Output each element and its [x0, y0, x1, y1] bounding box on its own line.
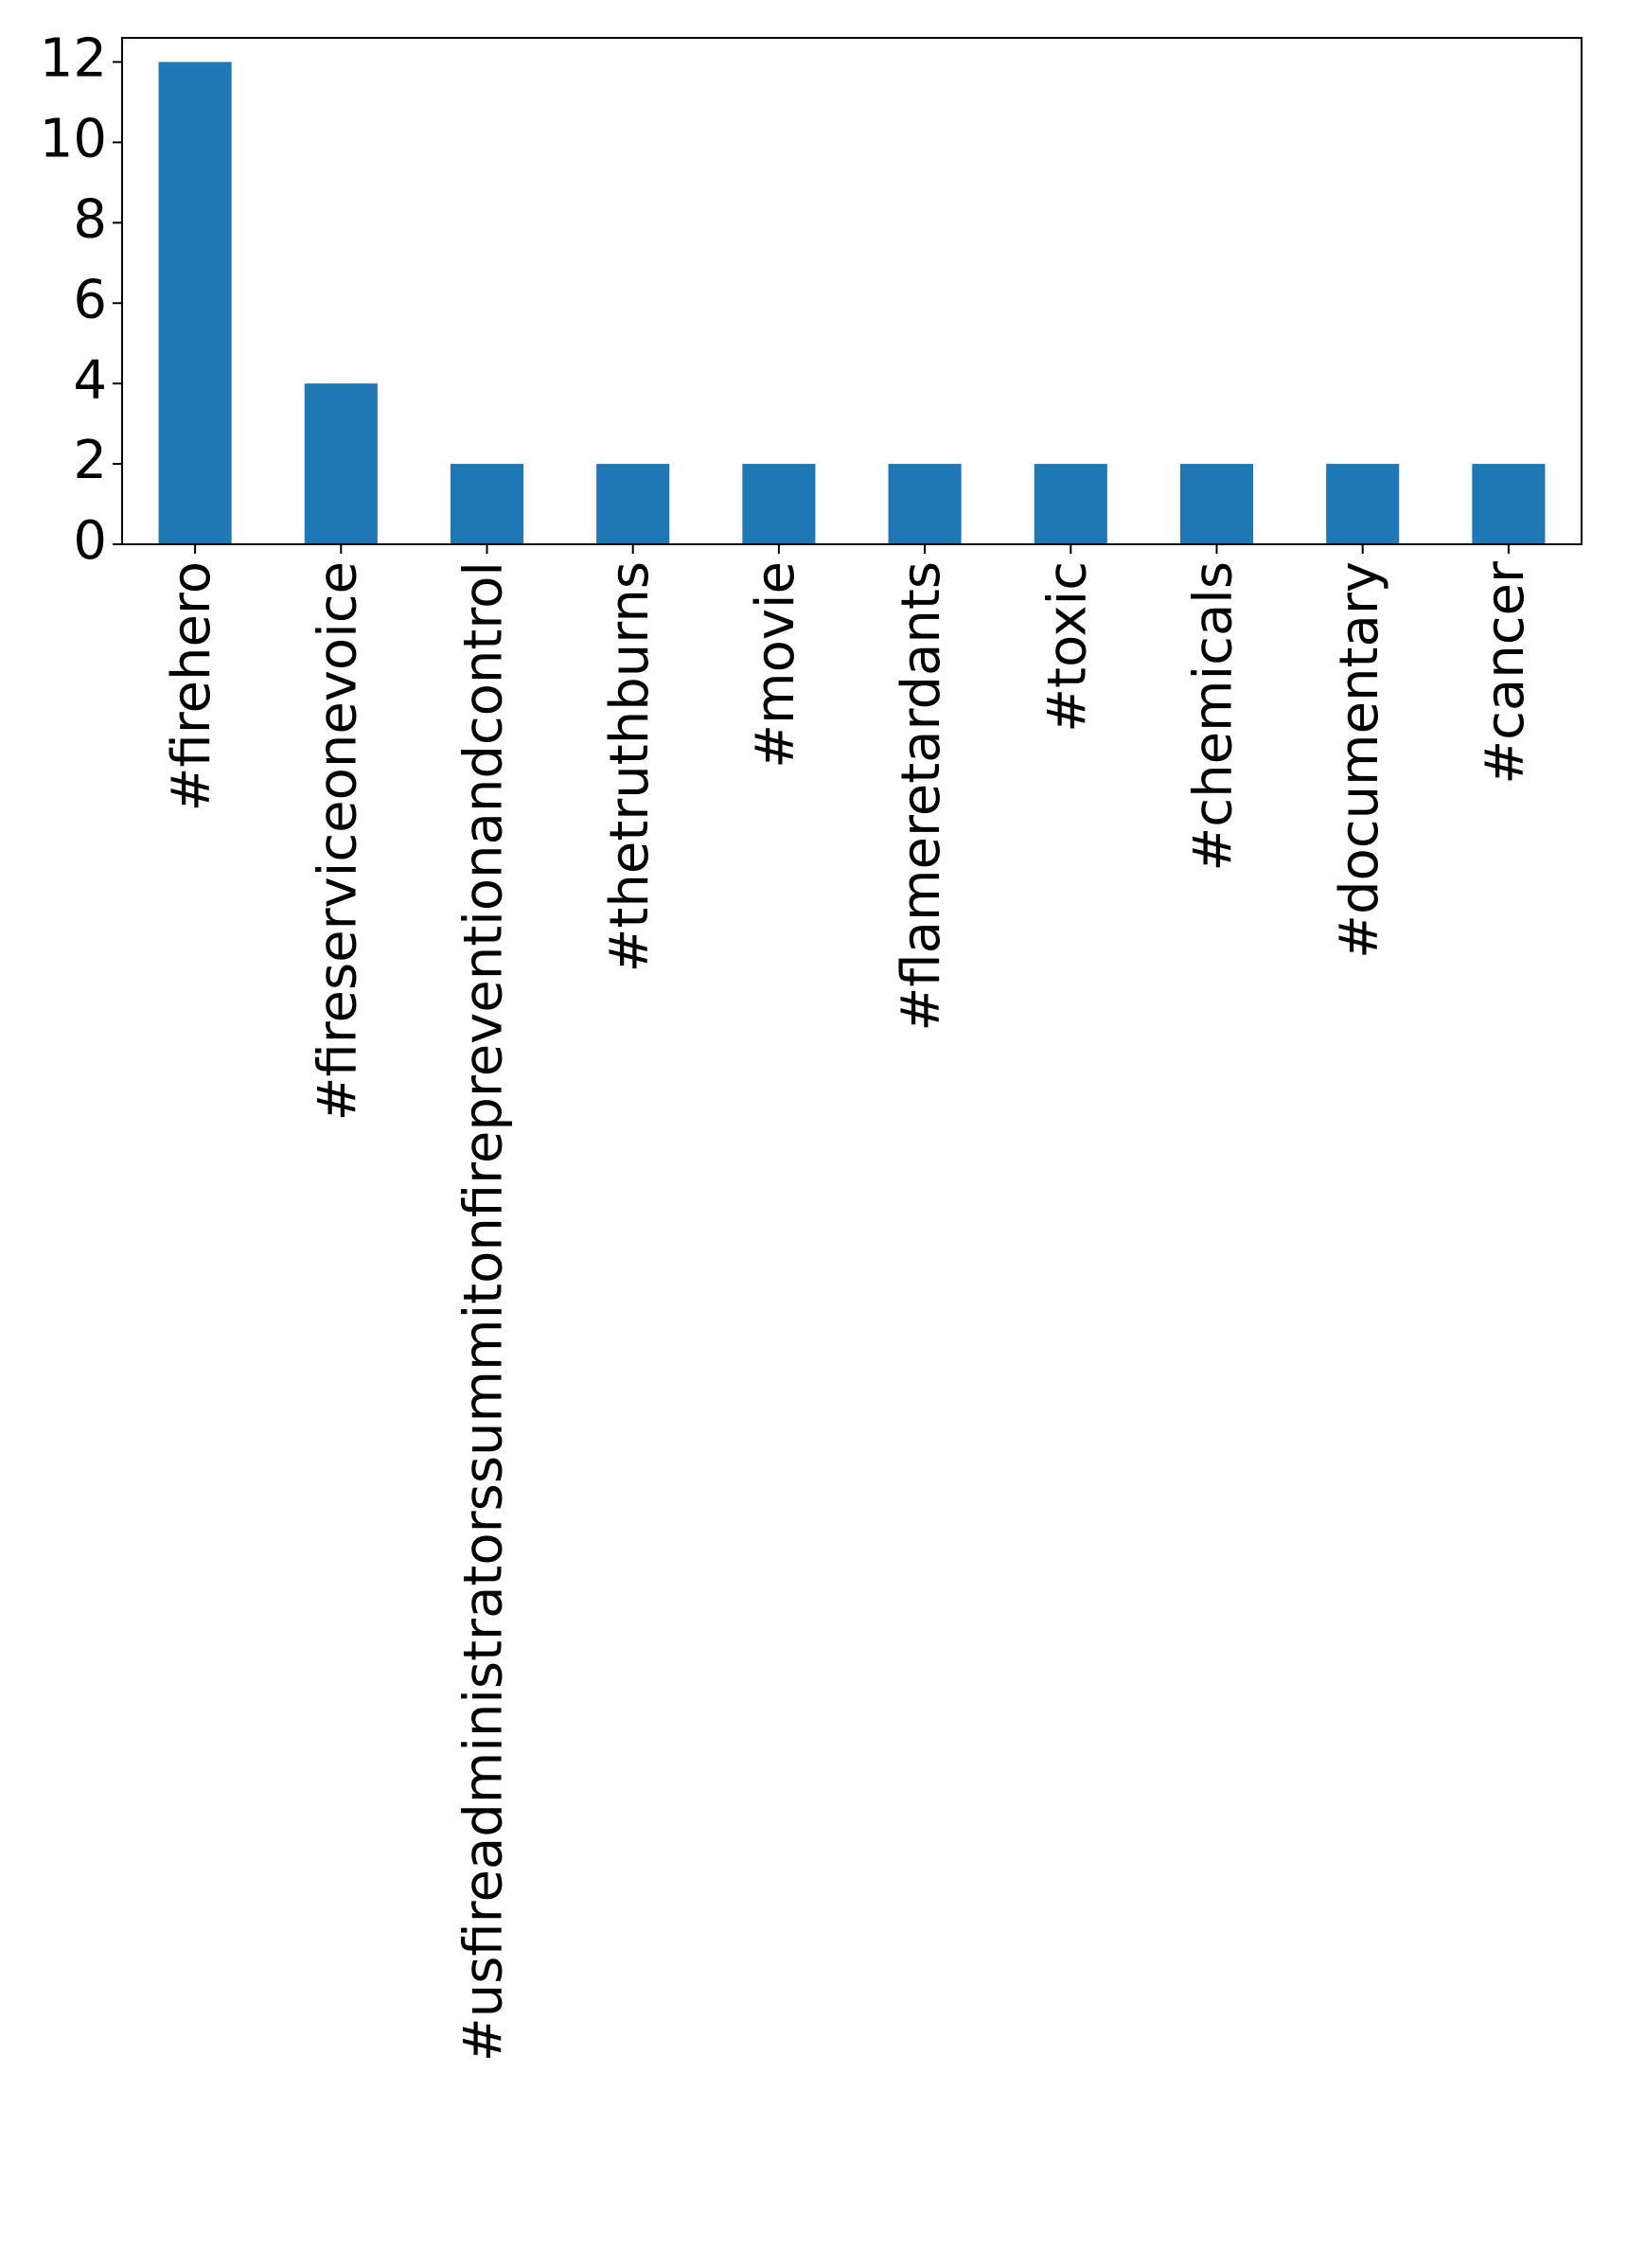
plot-frame [121, 37, 1583, 545]
y-tick-label: 4 [73, 349, 107, 411]
y-tick-label: 10 [40, 109, 107, 170]
x-tick-label: #movie [745, 561, 806, 769]
bar [304, 383, 378, 544]
bar [888, 464, 962, 544]
bar [1472, 464, 1546, 544]
y-tick-label: 6 [73, 269, 107, 330]
x-tick-label: #documentary [1329, 561, 1390, 959]
bar [1034, 464, 1107, 544]
y-tick-label: 0 [73, 510, 107, 572]
bar [1326, 464, 1400, 544]
x-tick-label: #thetruthburns [599, 561, 661, 973]
y-tick-label: 2 [73, 430, 107, 491]
bar [158, 62, 232, 544]
x-tick-label: #firehero [161, 561, 222, 811]
x-tick-label: #fireserviceonevoice [307, 561, 368, 1121]
x-tick-label: #usfireadministratorssummitonfireprevent… [453, 561, 515, 2062]
bar [596, 464, 670, 544]
bar [742, 464, 816, 544]
bar [1179, 464, 1254, 544]
x-tick-label: #flameretardants [891, 561, 952, 1032]
y-tick-label: 12 [40, 28, 107, 90]
x-tick-label: #chemicals [1183, 561, 1245, 872]
y-tick-label: 8 [73, 188, 107, 250]
bar [450, 464, 524, 544]
x-tick-label: #cancer [1475, 560, 1536, 785]
x-tick-label: #toxic [1036, 561, 1098, 733]
